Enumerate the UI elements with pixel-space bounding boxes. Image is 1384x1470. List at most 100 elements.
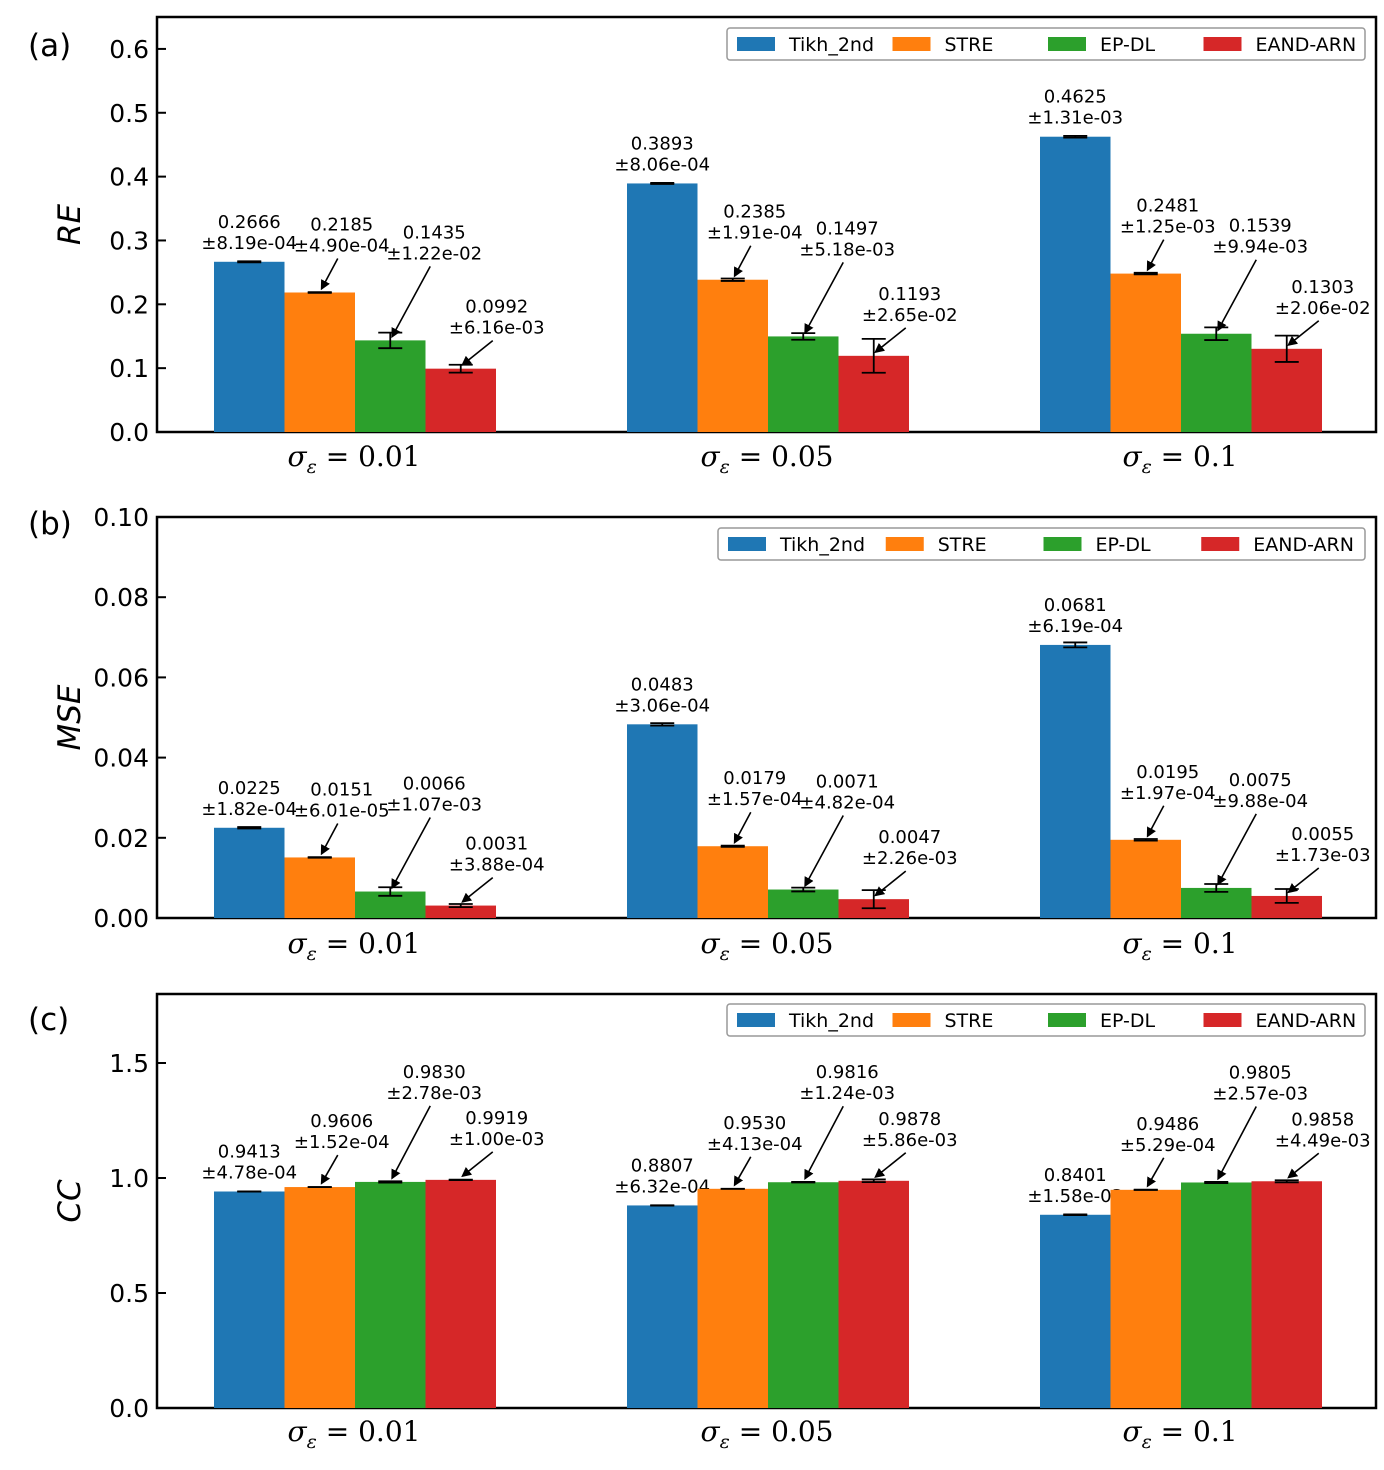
- value-label: 0.9878: [878, 1109, 941, 1130]
- legend-label: Tikh_2nd: [788, 34, 874, 56]
- value-label: 0.0075: [1229, 770, 1292, 791]
- legend-swatch: [737, 1013, 775, 1027]
- legend-label: STRE: [945, 34, 994, 56]
- category-value: = 0.01: [317, 1415, 421, 1448]
- legend-label: Tikh_2nd: [788, 1010, 874, 1032]
- epsilon-subscript: ε: [720, 1431, 730, 1453]
- value-label: 0.0225: [218, 778, 281, 799]
- value-label: 0.2185: [310, 214, 373, 235]
- panel-label: (c): [28, 1002, 69, 1038]
- error-label: ±5.18e-03: [799, 239, 895, 260]
- legend-swatch: [728, 537, 766, 551]
- bar-ep-dl: [1181, 887, 1252, 918]
- annotation-arrow: [391, 817, 431, 890]
- error-label: ±6.01e-05: [294, 800, 390, 821]
- legend-swatch: [892, 37, 931, 51]
- y-tick-label: 0.3: [109, 226, 149, 255]
- annotation-arrow: [804, 1105, 844, 1181]
- annotation-arrow: [733, 811, 752, 844]
- y-tick-label: 0.06: [93, 663, 149, 692]
- bar-eand-arn: [425, 905, 496, 918]
- sigma-symbol: σ: [701, 927, 721, 960]
- legend-swatch: [1203, 37, 1242, 51]
- y-tick-label: 1.0: [109, 1164, 149, 1193]
- error-label: ±1.57e-04: [707, 789, 803, 810]
- y-tick-label: 0.04: [93, 744, 149, 773]
- annotation-arrow: [733, 1156, 752, 1187]
- bar-ep-dl: [355, 1181, 426, 1408]
- value-label: 0.9486: [1136, 1114, 1199, 1135]
- bar-tikh-2nd: [214, 1191, 285, 1408]
- y-tick-label: 0.1: [109, 354, 149, 383]
- bar-eand-arn: [425, 1179, 496, 1408]
- bar-tikh-2nd: [627, 183, 698, 432]
- bar-tikh-2nd: [627, 1205, 698, 1408]
- bar-stre: [1110, 273, 1181, 432]
- error-label: ±9.94e-03: [1212, 237, 1308, 258]
- annotation-arrow: [461, 1151, 494, 1178]
- bar-eand-arn: [1251, 1181, 1322, 1408]
- annotation-arrow: [1146, 805, 1165, 838]
- value-label: 0.1497: [816, 218, 879, 239]
- value-label: 0.1303: [1291, 277, 1354, 298]
- y-tick-label: 0.00: [93, 904, 149, 933]
- value-label: 0.0047: [878, 827, 941, 848]
- annotation-arrow: [461, 340, 494, 366]
- value-label: 0.0483: [631, 674, 694, 695]
- y-tick-label: 0.0: [109, 418, 149, 447]
- y-tick-label: 0.0: [109, 1394, 149, 1423]
- bar-tikh-2nd: [1040, 136, 1111, 432]
- bar-ep-dl: [1181, 1182, 1252, 1408]
- value-label: 0.1539: [1229, 216, 1292, 237]
- annotation-arrow: [733, 245, 752, 278]
- bar-stre: [1110, 1189, 1181, 1408]
- x-tick-label: σε = 0.1: [1122, 440, 1237, 478]
- value-label: 0.0195: [1136, 762, 1199, 783]
- annotation-arrow: [320, 823, 339, 856]
- y-tick-label: 0.2: [109, 290, 149, 319]
- value-label: 0.2666: [218, 212, 281, 233]
- legend-label: STRE: [938, 534, 987, 556]
- value-label: 0.0151: [310, 779, 373, 800]
- legend-swatch: [1048, 37, 1086, 51]
- error-label: ±1.24e-03: [799, 1083, 895, 1104]
- x-tick-label: σε = 0.05: [701, 927, 834, 965]
- error-label: ±5.29e-04: [1120, 1135, 1216, 1156]
- value-label: 0.0031: [465, 834, 528, 855]
- legend-swatch: [892, 1013, 931, 1027]
- bar-ep-dl: [768, 336, 839, 432]
- legend-label: EP-DL: [1096, 534, 1152, 556]
- bar-stre: [1110, 839, 1181, 918]
- value-label: 0.1435: [403, 222, 466, 243]
- legend-label: EAND-ARN: [1256, 1010, 1357, 1032]
- value-label: 0.8401: [1044, 1165, 1107, 1186]
- annotation-arrow: [1217, 259, 1257, 332]
- annotation-arrow: [804, 262, 844, 335]
- epsilon-subscript: ε: [307, 943, 317, 965]
- value-label: 0.1193: [878, 284, 941, 305]
- sigma-symbol: σ: [288, 927, 308, 960]
- epsilon-subscript: ε: [1142, 456, 1152, 478]
- x-tick-label: σε = 0.01: [288, 440, 421, 478]
- error-label: ±2.78e-03: [386, 1083, 482, 1104]
- epsilon-subscript: ε: [307, 1431, 317, 1453]
- error-label: ±6.32e-04: [614, 1176, 710, 1197]
- bar-stre: [284, 1187, 355, 1408]
- y-tick-label: 0.5: [109, 99, 149, 128]
- error-label: ±3.88e-04: [449, 855, 545, 876]
- annotation-arrow: [320, 1154, 339, 1185]
- bar-ep-dl: [355, 340, 426, 432]
- value-label: 0.0992: [465, 297, 528, 318]
- y-axis-label: CC: [52, 1179, 88, 1223]
- error-label: ±1.58e-03: [1027, 1186, 1123, 1207]
- category-value: = 0.1: [1152, 927, 1238, 960]
- error-label: ±8.06e-04: [614, 154, 710, 175]
- error-label: ±1.07e-03: [386, 795, 482, 816]
- value-label: 0.2481: [1136, 196, 1199, 217]
- bar-eand-arn: [838, 1180, 909, 1408]
- value-label: 0.4625: [1044, 87, 1107, 108]
- bar-stre: [697, 279, 768, 432]
- value-label: 0.9530: [723, 1113, 786, 1134]
- sigma-symbol: σ: [701, 1415, 721, 1448]
- error-label: ±6.16e-03: [449, 318, 545, 339]
